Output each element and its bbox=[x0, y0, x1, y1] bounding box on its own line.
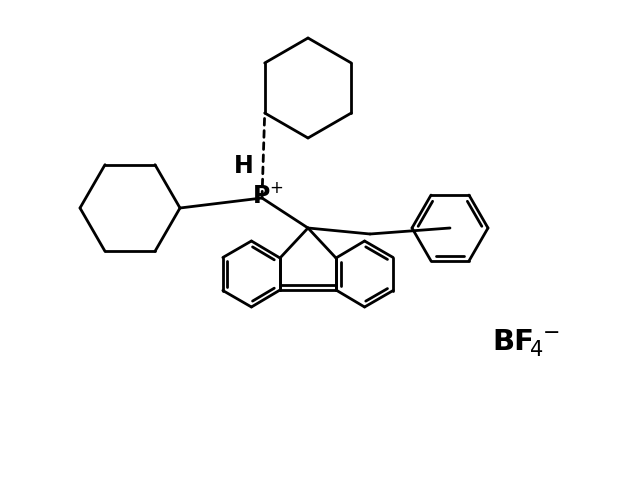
Text: 4: 4 bbox=[530, 340, 543, 360]
Text: +: + bbox=[269, 179, 283, 197]
Text: −: − bbox=[543, 323, 561, 343]
Text: P: P bbox=[253, 184, 271, 208]
Text: H: H bbox=[234, 154, 254, 178]
Text: BF: BF bbox=[492, 328, 534, 356]
